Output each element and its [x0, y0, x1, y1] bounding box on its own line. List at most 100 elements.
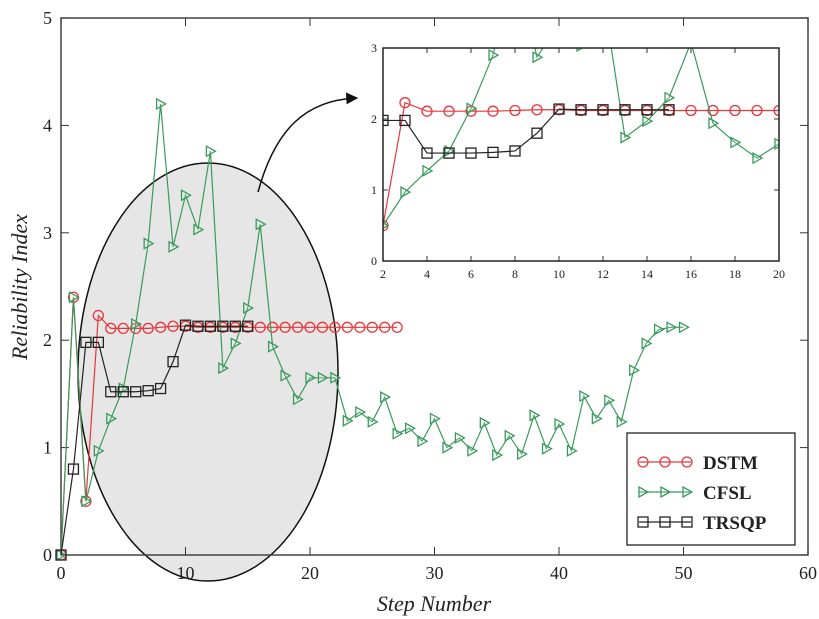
- data-point-cfsl: [429, 412, 441, 425]
- legend-marker-dstm: [659, 456, 671, 468]
- y-tick-label: 3: [371, 41, 377, 55]
- data-point-cfsl: [708, 117, 720, 130]
- data-point-cfsl: [604, 394, 616, 407]
- data-point-cfsl: [442, 441, 454, 454]
- data-point-cfsl: [641, 337, 653, 350]
- data-point-trsqp: [531, 127, 543, 139]
- legend-label-trsqp: TRSQP: [703, 513, 767, 534]
- data-point-trsqp: [229, 320, 241, 332]
- x-tick-label: 12: [597, 267, 609, 281]
- data-point-cfsl: [616, 415, 628, 428]
- data-point-trsqp: [663, 104, 675, 116]
- data-point-cfsl: [317, 371, 329, 384]
- data-point-cfsl: [155, 97, 167, 111]
- data-point-trsqp: [142, 385, 154, 397]
- data-point-cfsl: [664, 91, 676, 104]
- data-point-dstm: [685, 104, 697, 117]
- series-line-dstm: [60, 297, 398, 556]
- series-line-cfsl: [60, 103, 684, 556]
- legend-marker-trsqp: [681, 516, 693, 528]
- x-tick-label: 10: [177, 563, 195, 583]
- data-point-trsqp: [443, 147, 455, 159]
- data-point-cfsl: [143, 237, 155, 250]
- inset-series-group: [383, 48, 779, 232]
- data-point-cfsl: [504, 429, 516, 442]
- data-point-dstm: [391, 321, 403, 333]
- data-point-cfsl: [492, 449, 504, 462]
- data-point-cfsl: [479, 416, 491, 430]
- data-point-trsqp: [487, 146, 499, 159]
- data-point-cfsl: [218, 362, 230, 375]
- series-line-cfsl: [383, 48, 779, 226]
- data-point-dstm: [399, 97, 411, 109]
- data-point-trsqp: [130, 386, 142, 398]
- data-point-cfsl: [243, 301, 255, 315]
- x-tick-label: 40: [550, 563, 568, 583]
- data-point-dstm: [105, 322, 117, 335]
- y-tick-label: 0: [371, 254, 377, 268]
- data-point-cfsl: [454, 431, 466, 445]
- data-point-cfsl: [591, 412, 603, 425]
- data-point-cfsl: [620, 131, 632, 144]
- legend-label-dstm: DSTM: [703, 453, 758, 474]
- data-point-cfsl: [417, 435, 429, 448]
- data-point-cfsl: [355, 406, 367, 419]
- x-tick-label: 14: [641, 267, 653, 281]
- data-point-dstm: [729, 104, 741, 117]
- data-point-dstm: [154, 321, 167, 333]
- legend-marker-cfsl: [682, 485, 694, 499]
- data-point-trsqp: [55, 549, 67, 561]
- data-point-cfsl: [168, 240, 180, 253]
- legend-marker-dstm: [637, 456, 649, 468]
- inset-plot-background: [383, 48, 779, 261]
- data-point-trsqp: [242, 320, 254, 332]
- x-tick-label: 50: [675, 563, 693, 583]
- data-point-cfsl: [292, 393, 304, 406]
- legend-box: [626, 432, 796, 546]
- data-point-trsqp: [67, 463, 80, 475]
- y-tick-label: 2: [371, 112, 377, 126]
- data-point-cfsl: [642, 115, 654, 128]
- data-point-trsqp: [179, 319, 192, 331]
- data-point-dstm: [142, 322, 154, 335]
- data-point-trsqp: [217, 320, 229, 332]
- data-point-trsqp: [553, 103, 565, 115]
- data-point-trsqp: [92, 336, 104, 348]
- data-point-cfsl: [579, 389, 591, 403]
- legend-label-cfsl: CFSL: [703, 483, 752, 504]
- x-tick-label: 10: [553, 267, 565, 281]
- data-point-trsqp: [105, 386, 117, 398]
- data-point-dstm: [487, 105, 499, 117]
- data-point-dstm: [531, 104, 543, 116]
- data-point-cfsl: [81, 495, 93, 508]
- x-tick-label: 6: [468, 267, 474, 281]
- data-point-cfsl: [629, 364, 641, 377]
- data-point-cfsl: [255, 218, 267, 231]
- data-point-cfsl: [205, 145, 217, 158]
- data-point-dstm: [354, 321, 366, 333]
- data-point-cfsl: [466, 102, 478, 115]
- data-point-trsqp: [641, 104, 653, 116]
- data-point-cfsl: [517, 447, 528, 461]
- data-point-trsqp: [204, 320, 217, 332]
- legend-marker-cfsl: [660, 485, 672, 499]
- legend-marker-dstm: [681, 456, 693, 468]
- data-point-trsqp: [619, 104, 631, 116]
- series-line-trsqp: [60, 324, 248, 556]
- data-point-dstm: [279, 321, 291, 333]
- data-point-cfsl: [118, 382, 130, 395]
- data-point-trsqp: [597, 104, 609, 116]
- x-tick-label: 30: [426, 563, 444, 583]
- data-point-dstm: [92, 309, 104, 322]
- data-point-trsqp: [509, 145, 521, 157]
- data-point-trsqp: [421, 147, 433, 159]
- x-tick-label: 8: [512, 267, 518, 281]
- data-point-dstm: [773, 104, 779, 117]
- data-point-cfsl: [404, 422, 416, 435]
- data-point-cfsl: [686, 48, 688, 49]
- data-point-dstm: [341, 321, 354, 333]
- data-point-dstm: [366, 321, 378, 333]
- x-tick-label: 20: [301, 563, 319, 583]
